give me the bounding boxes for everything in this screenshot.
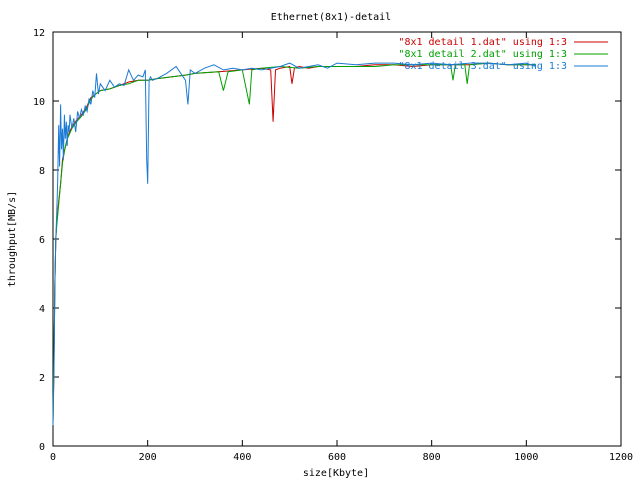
x-tick-label: 600 xyxy=(328,452,346,463)
legend-label-3: "8x1 detail 3.dat" using 1:3 xyxy=(398,61,567,72)
series-line-2 xyxy=(52,62,536,422)
plot-border xyxy=(52,31,622,447)
y-tick-label: 10 xyxy=(33,97,45,108)
y-tick-label: 12 xyxy=(33,28,45,39)
y-tick-label: 8 xyxy=(39,166,45,177)
y-tick-label: 0 xyxy=(39,442,45,453)
x-tick-label: 400 xyxy=(233,452,251,463)
chart-title: Ethernet(8x1)-detail xyxy=(271,12,391,23)
axis-ticks: 0 200 400 600 800 1000 1200 0 2 4 6 8 10 12 xyxy=(33,28,633,463)
legend-label-1: "8x1 detail 1.dat" using 1:3 xyxy=(398,37,567,48)
x-tick-label: 1000 xyxy=(514,452,538,463)
series-line-1 xyxy=(52,62,536,422)
plot-frame xyxy=(52,31,622,447)
x-tick-label: 200 xyxy=(139,452,157,463)
legend: "8x1 detail 1.dat" using 1:3"8x1 detail … xyxy=(398,37,608,72)
y-tick-label: 2 xyxy=(39,373,45,384)
x-tick-label: 1200 xyxy=(609,452,633,463)
series-layer xyxy=(52,62,536,426)
y-axis-label: throughput[MB/s] xyxy=(7,191,18,287)
x-tick-label: 800 xyxy=(423,452,441,463)
legend-label-2: "8x1 detail 2.dat" using 1:3 xyxy=(398,49,567,60)
series-line-3 xyxy=(52,62,536,426)
y-tick-label: 6 xyxy=(39,235,45,246)
x-axis-label: size[Kbyte] xyxy=(303,468,369,479)
y-tick-label: 4 xyxy=(39,304,45,315)
x-tick-label: 0 xyxy=(50,452,56,463)
